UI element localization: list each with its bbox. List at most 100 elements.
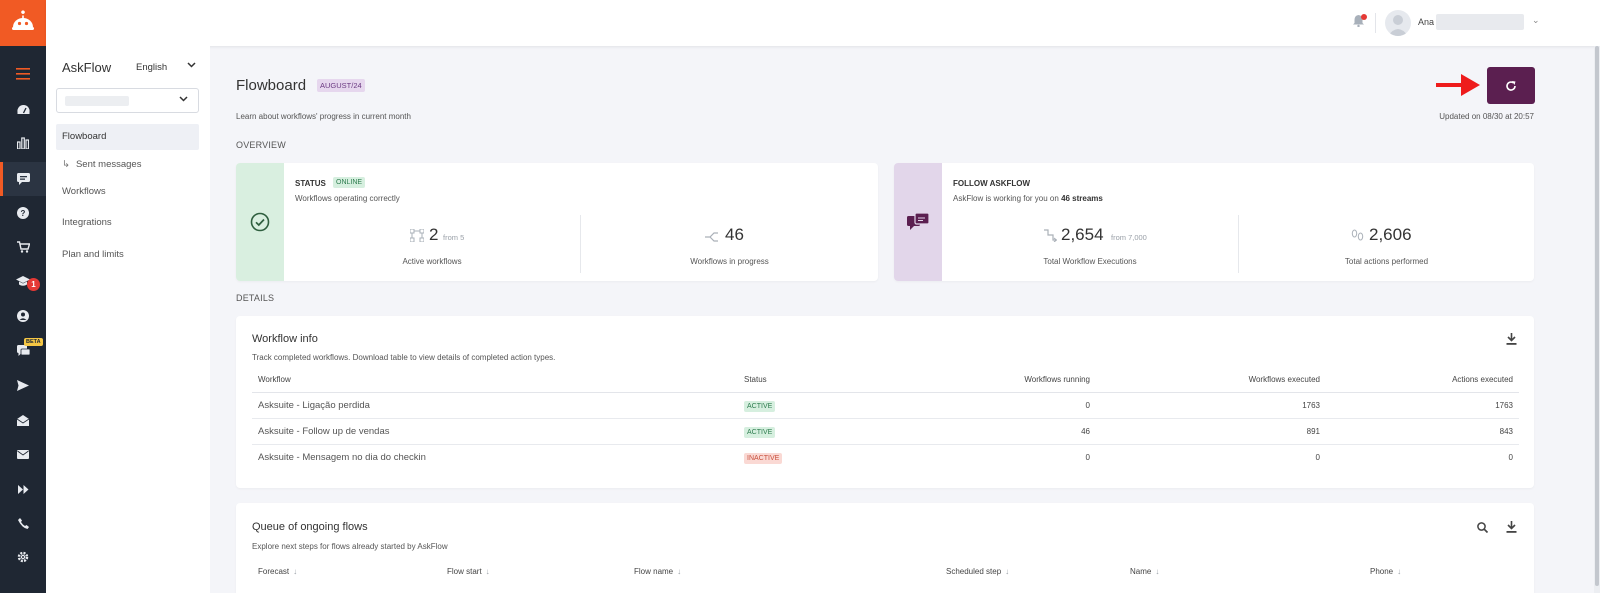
mail-open-icon[interactable] [0, 403, 46, 437]
status-badge: ACTIVE [744, 400, 776, 412]
sort-arrow-icon: ↓ [1397, 567, 1402, 576]
table-row[interactable]: Asksuite - Follow up de vendas ACTIVE 46… [252, 418, 1519, 445]
workflows-running-cell: 46 [938, 418, 1096, 445]
account-select[interactable] [56, 88, 199, 113]
column-header-name[interactable]: Name ↓ [1130, 567, 1159, 576]
download-icon[interactable] [1506, 332, 1517, 350]
workflows-executed-cell: 891 [1096, 418, 1326, 445]
user-name[interactable]: Ana [1418, 17, 1435, 27]
mail-icon[interactable] [0, 437, 46, 471]
chevron-down-icon[interactable] [187, 60, 196, 71]
column-header-label: Flow name [634, 567, 674, 576]
download-icon[interactable] [1506, 520, 1517, 538]
app-logo[interactable] [0, 0, 46, 46]
chat-icon[interactable]: BETA [0, 334, 46, 368]
cart-icon[interactable] [0, 230, 46, 264]
check-circle-icon [250, 212, 270, 232]
active-workflows-label: Active workflows [402, 257, 462, 266]
workflow-info-card: Workflow info Track completed workflows.… [236, 316, 1534, 488]
stat-divider [1238, 215, 1239, 273]
sidebar-item-integrations[interactable]: Integrations [62, 217, 112, 228]
topbar-divider [1375, 13, 1376, 33]
follow-card-side [894, 163, 942, 281]
queue-title: Queue of ongoing flows [252, 521, 368, 533]
total-executions-from: from 7,000 [1111, 233, 1147, 242]
menu-icon[interactable] [0, 57, 46, 91]
icon-rail: ? 1 BETA [0, 0, 46, 593]
settings-icon[interactable] [0, 540, 46, 574]
status-card-side [236, 163, 284, 281]
column-header-workflow[interactable]: Workflow [252, 368, 738, 393]
column-header-forecast[interactable]: Forecast ↓ [258, 567, 297, 576]
askflow-sidebar: AskFlow English Flowboard ↳ Sent messages… [46, 46, 210, 593]
conversation-icon [907, 213, 929, 230]
active-workflows-from: from 5 [443, 233, 465, 242]
send-icon[interactable] [0, 368, 46, 402]
sub-arrow-icon: ↳ [62, 159, 70, 170]
column-header-flow-name[interactable]: Flow name ↓ [634, 567, 681, 576]
follow-askflow-card: FOLLOW ASKFLOW AskFlow is working for yo… [894, 163, 1534, 281]
askflow-icon[interactable] [0, 162, 46, 196]
column-header-phone[interactable]: Phone ↓ [1370, 567, 1401, 576]
queue-card: Queue of ongoing flows Explore next step… [236, 503, 1534, 593]
academy-icon[interactable]: 1 [0, 264, 46, 298]
workflow-name[interactable]: Asksuite - Follow up de vendas [252, 418, 738, 445]
sort-arrow-icon: ↓ [1005, 567, 1010, 576]
workflow-nodes-icon [409, 228, 425, 247]
page-subtitle: Learn about workflows' progress in curre… [236, 112, 411, 121]
column-header-status[interactable]: Status [738, 368, 938, 393]
chevron-down-icon[interactable]: ⌄ [1532, 15, 1540, 25]
total-executions-label: Total Workflow Executions [1043, 257, 1137, 266]
column-header-label: Phone [1370, 567, 1394, 576]
actions-executed-cell: 1763 [1326, 392, 1519, 419]
sort-arrow-icon: ↓ [677, 567, 682, 576]
workflows-executed-cell: 0 [1315, 452, 1320, 462]
column-header-workflows-running[interactable]: Workflows running [938, 368, 1096, 393]
streams-count: 46 streams [1061, 194, 1103, 203]
column-header-workflows-executed[interactable]: Workflows executed [1096, 368, 1326, 393]
queue-note: Explore next steps for flows already sta… [252, 542, 448, 551]
workflows-in-progress-label: Workflows in progress [690, 257, 769, 266]
total-executions-stat: 2,654 from 7,000 Total Workflow Executio… [942, 215, 1238, 273]
notification-dot [1361, 14, 1367, 20]
language-select[interactable]: English [136, 62, 168, 73]
sidebar-item-sent-messages[interactable]: ↳ Sent messages [56, 152, 199, 178]
workflow-name[interactable]: Asksuite - Ligação perdida [252, 392, 738, 419]
help-icon[interactable]: ? [0, 196, 46, 230]
total-executions-value: 2,654 [1061, 225, 1104, 244]
top-bar [46, 0, 1600, 46]
sidebar-item-workflows[interactable]: Workflows [62, 186, 106, 197]
table-row[interactable]: Asksuite - Ligação perdida ACTIVE 0 1763… [252, 392, 1519, 419]
phone-icon[interactable] [0, 506, 46, 540]
online-badge: ONLINE [333, 177, 366, 188]
scrollbar-thumb[interactable] [1595, 46, 1599, 586]
robot-logo-icon [12, 10, 34, 30]
stat-divider [580, 215, 581, 273]
search-icon[interactable] [1477, 520, 1489, 538]
workflows-running-cell: 0 [938, 392, 1096, 419]
workflow-info-note: Track completed workflows. Download tabl… [252, 353, 556, 362]
column-header-scheduled-step[interactable]: Scheduled step ↓ [946, 567, 1009, 576]
avatar[interactable] [1385, 10, 1411, 36]
fast-forward-icon[interactable] [0, 472, 46, 506]
sidebar-item-flowboard[interactable]: Flowboard [56, 124, 199, 150]
column-header-actions-executed[interactable]: Actions executed [1326, 368, 1519, 393]
workflow-name[interactable]: Asksuite - Mensagem no dia do checkin [258, 451, 426, 463]
status-description: Workflows operating correctly [295, 194, 400, 203]
workflow-info-title: Workflow info [252, 333, 318, 345]
table-row[interactable]: Asksuite - Mensagem no dia do checkin IN… [252, 444, 1519, 470]
sort-arrow-icon: ↓ [293, 567, 298, 576]
refresh-button[interactable] [1487, 67, 1535, 104]
sidebar-item-plan-and-limits[interactable]: Plan and limits [62, 249, 124, 260]
active-workflows-value: 2 [429, 225, 439, 244]
follow-label: FOLLOW ASKFLOW [953, 179, 1031, 188]
reports-icon[interactable] [0, 126, 46, 160]
user-name-redacted [1436, 14, 1524, 30]
active-workflows-stat: 2 from 5 Active workflows [284, 215, 580, 273]
column-header-flow-start[interactable]: Flow start ↓ [447, 567, 490, 576]
account-select-redacted [65, 96, 129, 106]
chevron-down-icon [179, 94, 188, 105]
dashboard-icon[interactable] [0, 92, 46, 126]
account-icon[interactable] [0, 299, 46, 333]
follow-description: AskFlow is working for you on 46 streams [953, 194, 1103, 203]
